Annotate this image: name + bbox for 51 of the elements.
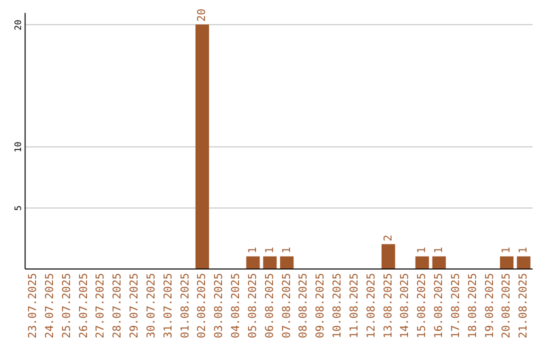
bar: [516, 256, 530, 269]
x-tick-label: 28.07.2025: [110, 272, 124, 338]
x-tick-label: 05.08.2025: [246, 272, 259, 338]
x-tick-label: 31.07.2025: [161, 272, 174, 338]
bar: [382, 244, 396, 269]
x-tick-label: 06.08.2025: [262, 272, 276, 338]
data-label: 1: [432, 246, 446, 254]
y-tick-label: 10: [14, 142, 24, 152]
data-label: 1: [262, 246, 276, 254]
data-label: 2: [381, 234, 394, 242]
data-label: 1: [516, 246, 530, 254]
x-tick-label: 03.08.2025: [212, 272, 226, 338]
bar: [263, 256, 277, 269]
x-tick-label: 01.08.2025: [178, 272, 192, 338]
x-tick-label: 24.07.2025: [42, 272, 56, 338]
x-tick-label: 09.08.2025: [314, 272, 327, 338]
x-tick-label: 18.08.2025: [466, 272, 479, 338]
x-tick-label: 07.08.2025: [280, 272, 293, 338]
y-tick-label: 20: [14, 20, 24, 30]
x-tick-label: 08.08.2025: [296, 272, 310, 338]
bar: [432, 256, 446, 269]
bar: [280, 256, 294, 269]
data-label: 1: [246, 246, 259, 254]
x-tick-label: 27.07.2025: [94, 272, 107, 338]
x-tick-label: 26.07.2025: [76, 272, 90, 338]
x-tick-label: 16.08.2025: [432, 272, 446, 338]
x-tick-label: 12.08.2025: [364, 272, 378, 338]
x-tick-label: 15.08.2025: [415, 272, 428, 338]
data-label: 1: [415, 246, 428, 254]
x-tick-label: 21.08.2025: [516, 272, 530, 338]
x-tick-label: 30.07.2025: [144, 272, 158, 338]
x-tick-label: 11.08.2025: [347, 272, 360, 338]
data-label: 1: [500, 246, 513, 254]
x-tick-label: 10.08.2025: [330, 272, 344, 338]
x-tick-label: 25.07.2025: [60, 272, 73, 338]
x-tick-label: 13.08.2025: [381, 272, 394, 338]
x-tick-label: 17.08.2025: [448, 272, 462, 338]
y-tick-label: 5: [14, 205, 24, 211]
bar: [195, 24, 210, 269]
x-tick-label: 20.08.2025: [500, 272, 513, 338]
data-label: 20: [195, 8, 208, 22]
bar: [415, 256, 429, 269]
x-tick-label: 04.08.2025: [229, 272, 242, 338]
x-tick-label: 14.08.2025: [398, 272, 412, 338]
x-tick-label: 23.07.2025: [26, 272, 40, 338]
x-tick-label: 29.07.2025: [128, 272, 141, 338]
x-tick-label: 19.08.2025: [482, 272, 496, 338]
x-tick-label: 02.08.2025: [195, 272, 208, 338]
bar: [500, 256, 514, 269]
data-label: 1: [280, 246, 293, 254]
bar: [246, 256, 260, 269]
